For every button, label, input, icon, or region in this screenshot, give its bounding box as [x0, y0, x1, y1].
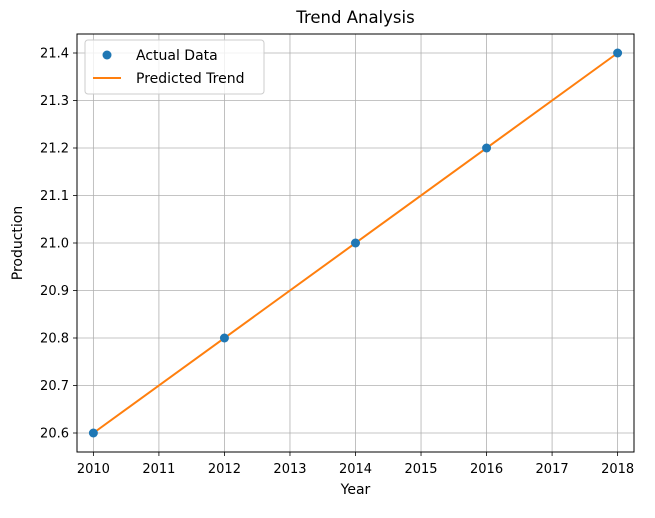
- y-tick-label: 21.2: [40, 142, 69, 157]
- x-tick-label: 2011: [142, 462, 175, 477]
- chart-title: Trend Analysis: [295, 8, 414, 27]
- x-tick-label: 2012: [208, 462, 241, 477]
- actual-data-point: [88, 428, 98, 438]
- actual-data-point: [219, 333, 229, 343]
- series-layer: [88, 48, 623, 438]
- legend: Actual Data Predicted Trend: [84, 39, 265, 95]
- legend-marker-actual-data: [102, 50, 112, 60]
- y-tick-label: 20.6: [40, 427, 69, 442]
- y-tick-label: 20.9: [40, 284, 69, 299]
- x-tick-label: 2015: [404, 462, 437, 477]
- actual-data-point: [482, 143, 492, 153]
- y-axis-label: Production: [10, 206, 26, 280]
- y-tick-label: 21.1: [40, 189, 69, 204]
- x-tick-label: 2014: [339, 462, 372, 477]
- x-tick-label: 2016: [470, 462, 503, 477]
- legend-label-actual-data: Actual Data: [136, 48, 218, 64]
- y-axis-ticks: 20.6 20.7 20.8 20.9 21.0 21.1 21.2 21.3 21.4: [40, 47, 77, 442]
- x-axis-label: Year: [340, 482, 371, 498]
- actual-data-point: [613, 48, 623, 58]
- x-tick-label: 2018: [601, 462, 634, 477]
- x-axis-ticks: 2010 2011 2012 2013 2014 2015 2016 2017 2018: [77, 452, 634, 477]
- legend-label-predicted-trend: Predicted Trend: [136, 71, 245, 87]
- y-tick-label: 21.0: [40, 237, 69, 252]
- x-tick-label: 2013: [273, 462, 306, 477]
- y-tick-label: 21.3: [40, 94, 69, 109]
- legend-box: [84, 39, 265, 95]
- y-tick-label: 20.7: [40, 379, 69, 394]
- y-tick-label: 20.8: [40, 332, 69, 347]
- x-tick-label: 2010: [77, 462, 110, 477]
- y-tick-label: 21.4: [40, 47, 69, 62]
- actual-data-point: [351, 238, 360, 248]
- x-tick-label: 2017: [536, 462, 569, 477]
